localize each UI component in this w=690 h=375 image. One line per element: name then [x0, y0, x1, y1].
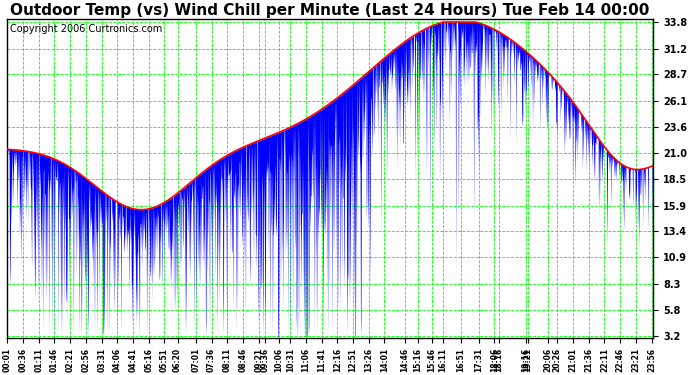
Title: Outdoor Temp (vs) Wind Chill per Minute (Last 24 Hours) Tue Feb 14 00:00: Outdoor Temp (vs) Wind Chill per Minute … [10, 3, 650, 18]
Text: Copyright 2006 Curtronics.com: Copyright 2006 Curtronics.com [10, 24, 162, 34]
